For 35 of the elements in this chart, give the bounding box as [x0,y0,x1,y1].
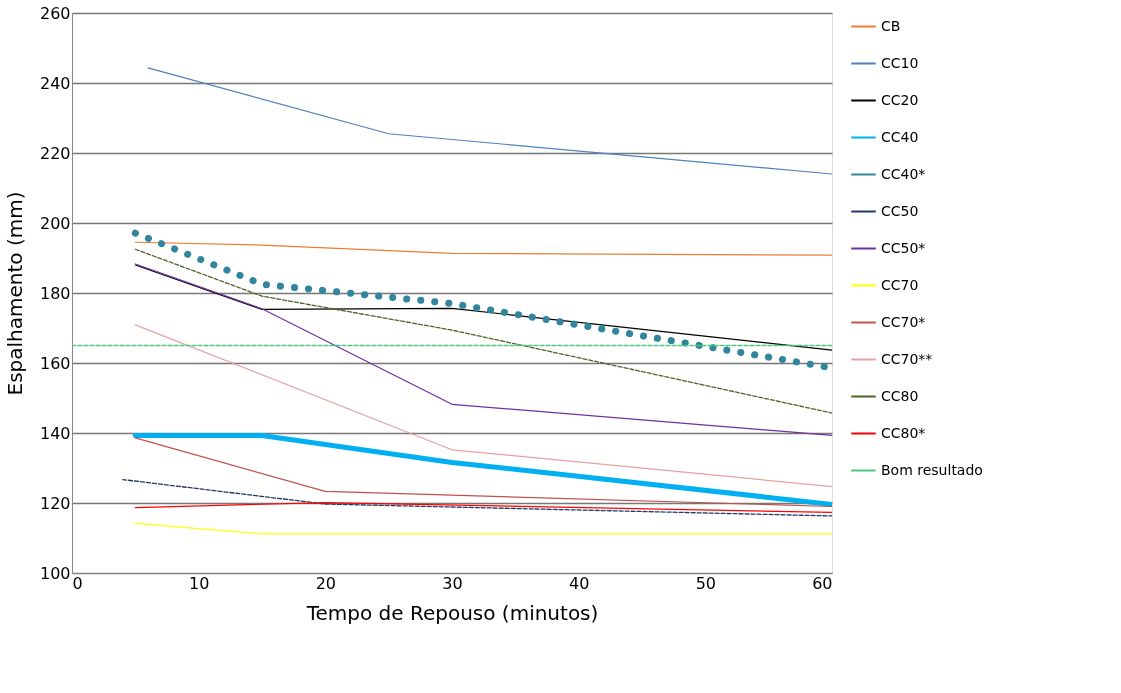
y-tick-label: 120 [39,493,71,513]
y-tick-label: 160 [39,353,71,373]
x-tick-label: 0 [72,573,83,593]
legend-label: CC40* [881,165,926,182]
legend-label: CC80 [881,387,919,404]
legend-label: Bom resultado [881,461,983,478]
legend-label: CC50* [881,239,926,256]
line-series [134,248,832,414]
x-tick-label: 50 [695,573,717,593]
y-tick-label: 220 [39,143,71,163]
line-series [134,263,832,437]
legend-label: CC70 [881,276,919,293]
x-tick-label: 40 [568,573,590,593]
legend-label: CC40 [881,128,919,145]
legend-label: CC70* [881,313,926,330]
x-tick-label: 20 [315,573,337,593]
y-axis-title: Espalhamento (mm) [2,191,27,396]
y-tick-label: 100 [39,563,71,583]
legend-label: CB [881,17,901,34]
legend-label: CC70** [881,350,933,367]
y-tick-label: 240 [39,73,71,93]
y-tick-label: 140 [39,423,71,443]
y-tick-label: 260 [39,3,71,23]
legend-label: CC80* [881,424,926,441]
y-tick-label: 180 [39,283,71,303]
legend-label: CC10 [881,54,919,71]
x-tick-label: 10 [188,573,210,593]
x-axis-title: Tempo de Repouso (minutos) [305,600,599,625]
y-tick-label: 200 [39,213,71,233]
line-series [134,264,832,351]
line-series [134,241,832,256]
x-tick-label: 60 [812,573,833,593]
legend-label: CC20 [881,91,919,108]
legend-label: CC50 [881,202,919,219]
x-tick-label: 30 [442,573,463,593]
